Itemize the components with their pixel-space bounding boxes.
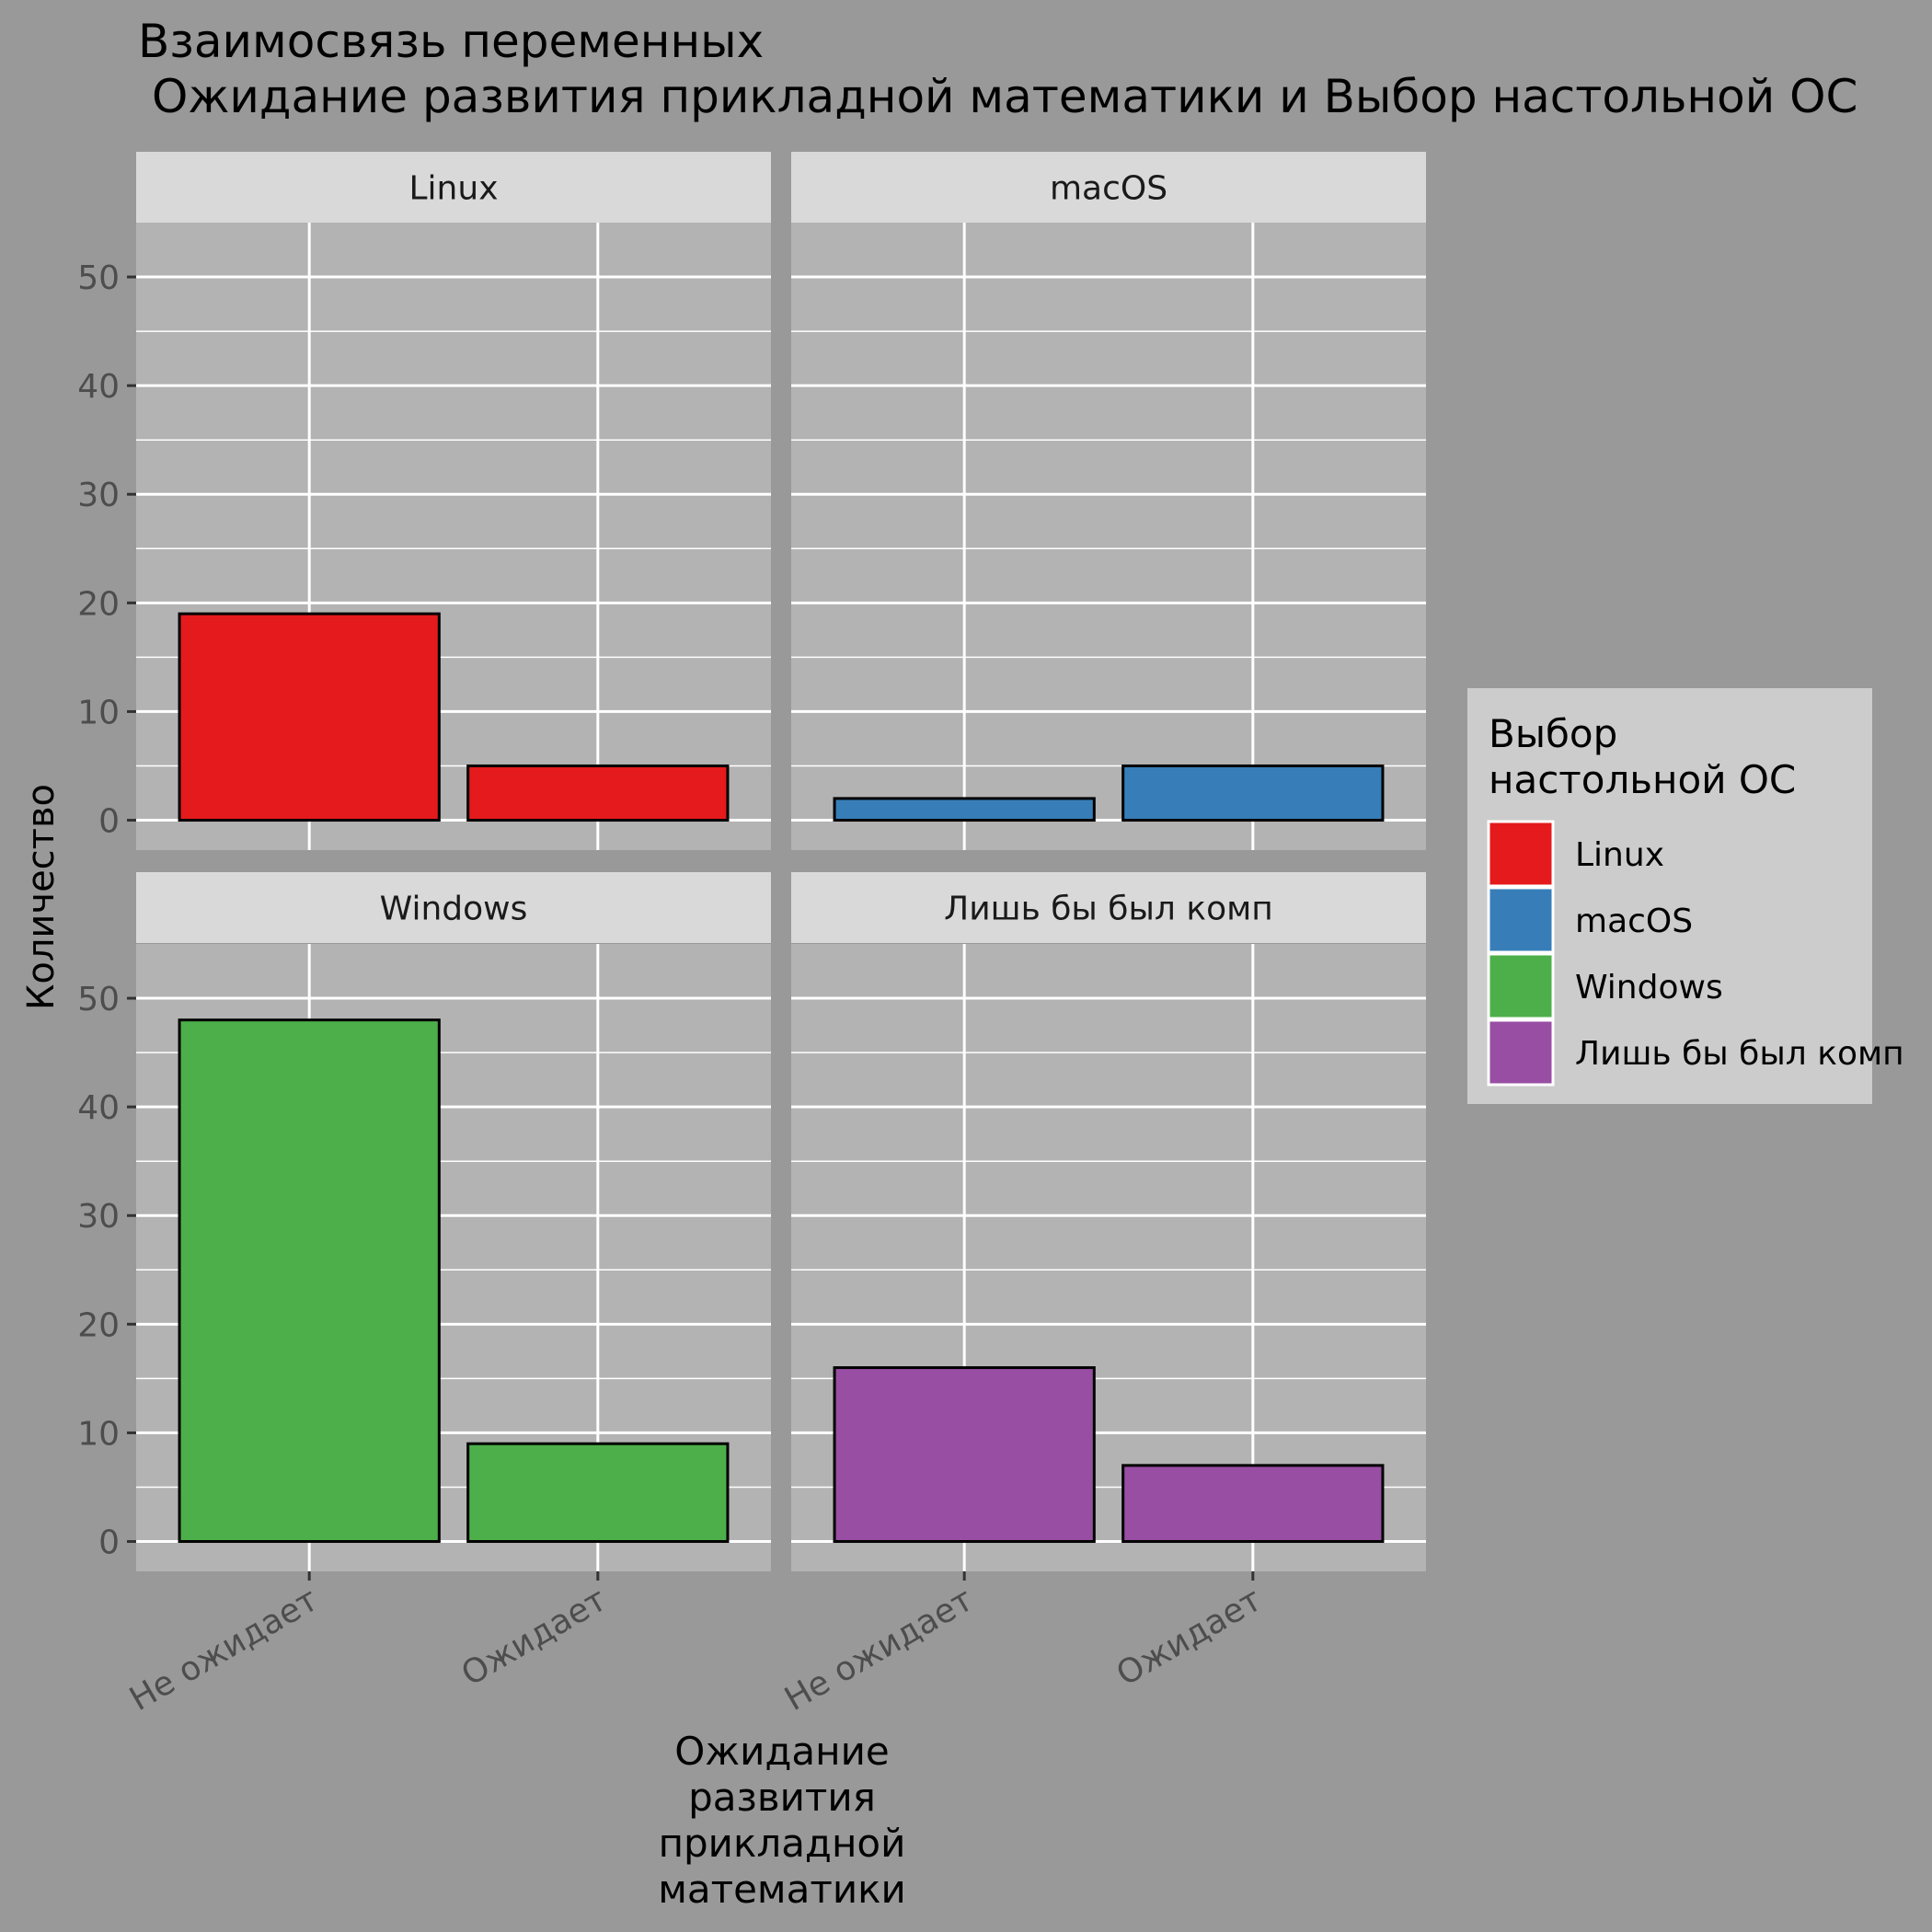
y-tick-label: 10 [77,694,120,731]
legend-key-лишь-бы-был-комп [1487,1018,1555,1087]
legend-key-windows [1487,952,1555,1020]
y-tick-label: 40 [77,1089,120,1127]
bar-linux-1 [178,612,441,822]
facet-strip-label: Лишь бы был комп [944,891,1273,928]
legend-key-linux [1487,820,1555,888]
legend-label: Windows [1575,969,1723,1006]
y-tick-label: 40 [77,368,120,406]
bar-windows-1 [178,1018,441,1544]
bar-macos-2 [1121,764,1385,822]
x-axis-label-line: прикладной [659,1821,906,1866]
chart-title-line-2: Ожидание развития прикладной математики … [152,70,1857,123]
facet-strip-label: Linux [409,170,499,208]
chart-title-line-1: Взаимосвязь переменных [138,15,764,68]
facet-strip [791,872,1426,943]
legend-label: macOS [1575,903,1693,940]
legend-key-macos [1487,886,1555,954]
bar-лишь-бы-был-комп-2 [1121,1464,1385,1544]
legend-label: Linux [1575,836,1664,874]
facet-strip [791,152,1426,223]
bar-macos-1 [833,797,1096,822]
facet-1: Linux 0 10 20 30 40 50 [77,152,771,850]
y-tick-label: 10 [77,1415,120,1453]
y-tick-label: 30 [77,477,120,514]
y-tick-label: 0 [98,803,120,841]
x-axis-label-line: развития [688,1775,876,1820]
bar-windows-2 [466,1442,730,1544]
y-tick-label: 50 [77,259,120,297]
bar-лишь-бы-был-комп-1 [833,1366,1096,1544]
x-axis-label-line: математики [658,1867,906,1912]
legend-title-line: Выбор [1489,711,1617,756]
facet-2: macOS [791,152,1426,850]
y-axis-label: Количество [20,784,63,1010]
y-tick-label: 30 [77,1198,120,1236]
facet-strip [136,152,771,223]
legend-label: Лишь бы был комп [1575,1035,1904,1073]
panel-background [791,223,1426,850]
facet-strip-label: macOS [1050,170,1167,208]
y-tick-label: 20 [77,585,120,623]
y-tick-label: 50 [77,981,120,1018]
y-tick-label: 0 [98,1524,120,1562]
facet-strip-label: Windows [380,891,528,928]
legend-title-line: настольной ОС [1489,757,1796,802]
y-tick-label: 20 [77,1306,120,1344]
facet-strip [136,872,771,943]
bar-linux-2 [466,764,730,822]
facet-panels: Linux01020304050macOSWindows01020304050Н… [77,152,1426,1719]
x-axis-label-line: Ожидание [674,1729,890,1774]
